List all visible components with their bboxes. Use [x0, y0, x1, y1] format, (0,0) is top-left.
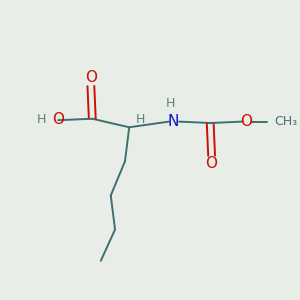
Text: O: O: [52, 112, 64, 127]
Text: H: H: [135, 113, 145, 126]
Text: O: O: [240, 113, 252, 128]
Text: H: H: [166, 97, 175, 110]
Text: O: O: [85, 70, 97, 85]
Text: H: H: [37, 113, 46, 126]
Text: N: N: [168, 114, 179, 129]
Text: O: O: [206, 156, 218, 171]
Text: CH₃: CH₃: [274, 115, 297, 128]
